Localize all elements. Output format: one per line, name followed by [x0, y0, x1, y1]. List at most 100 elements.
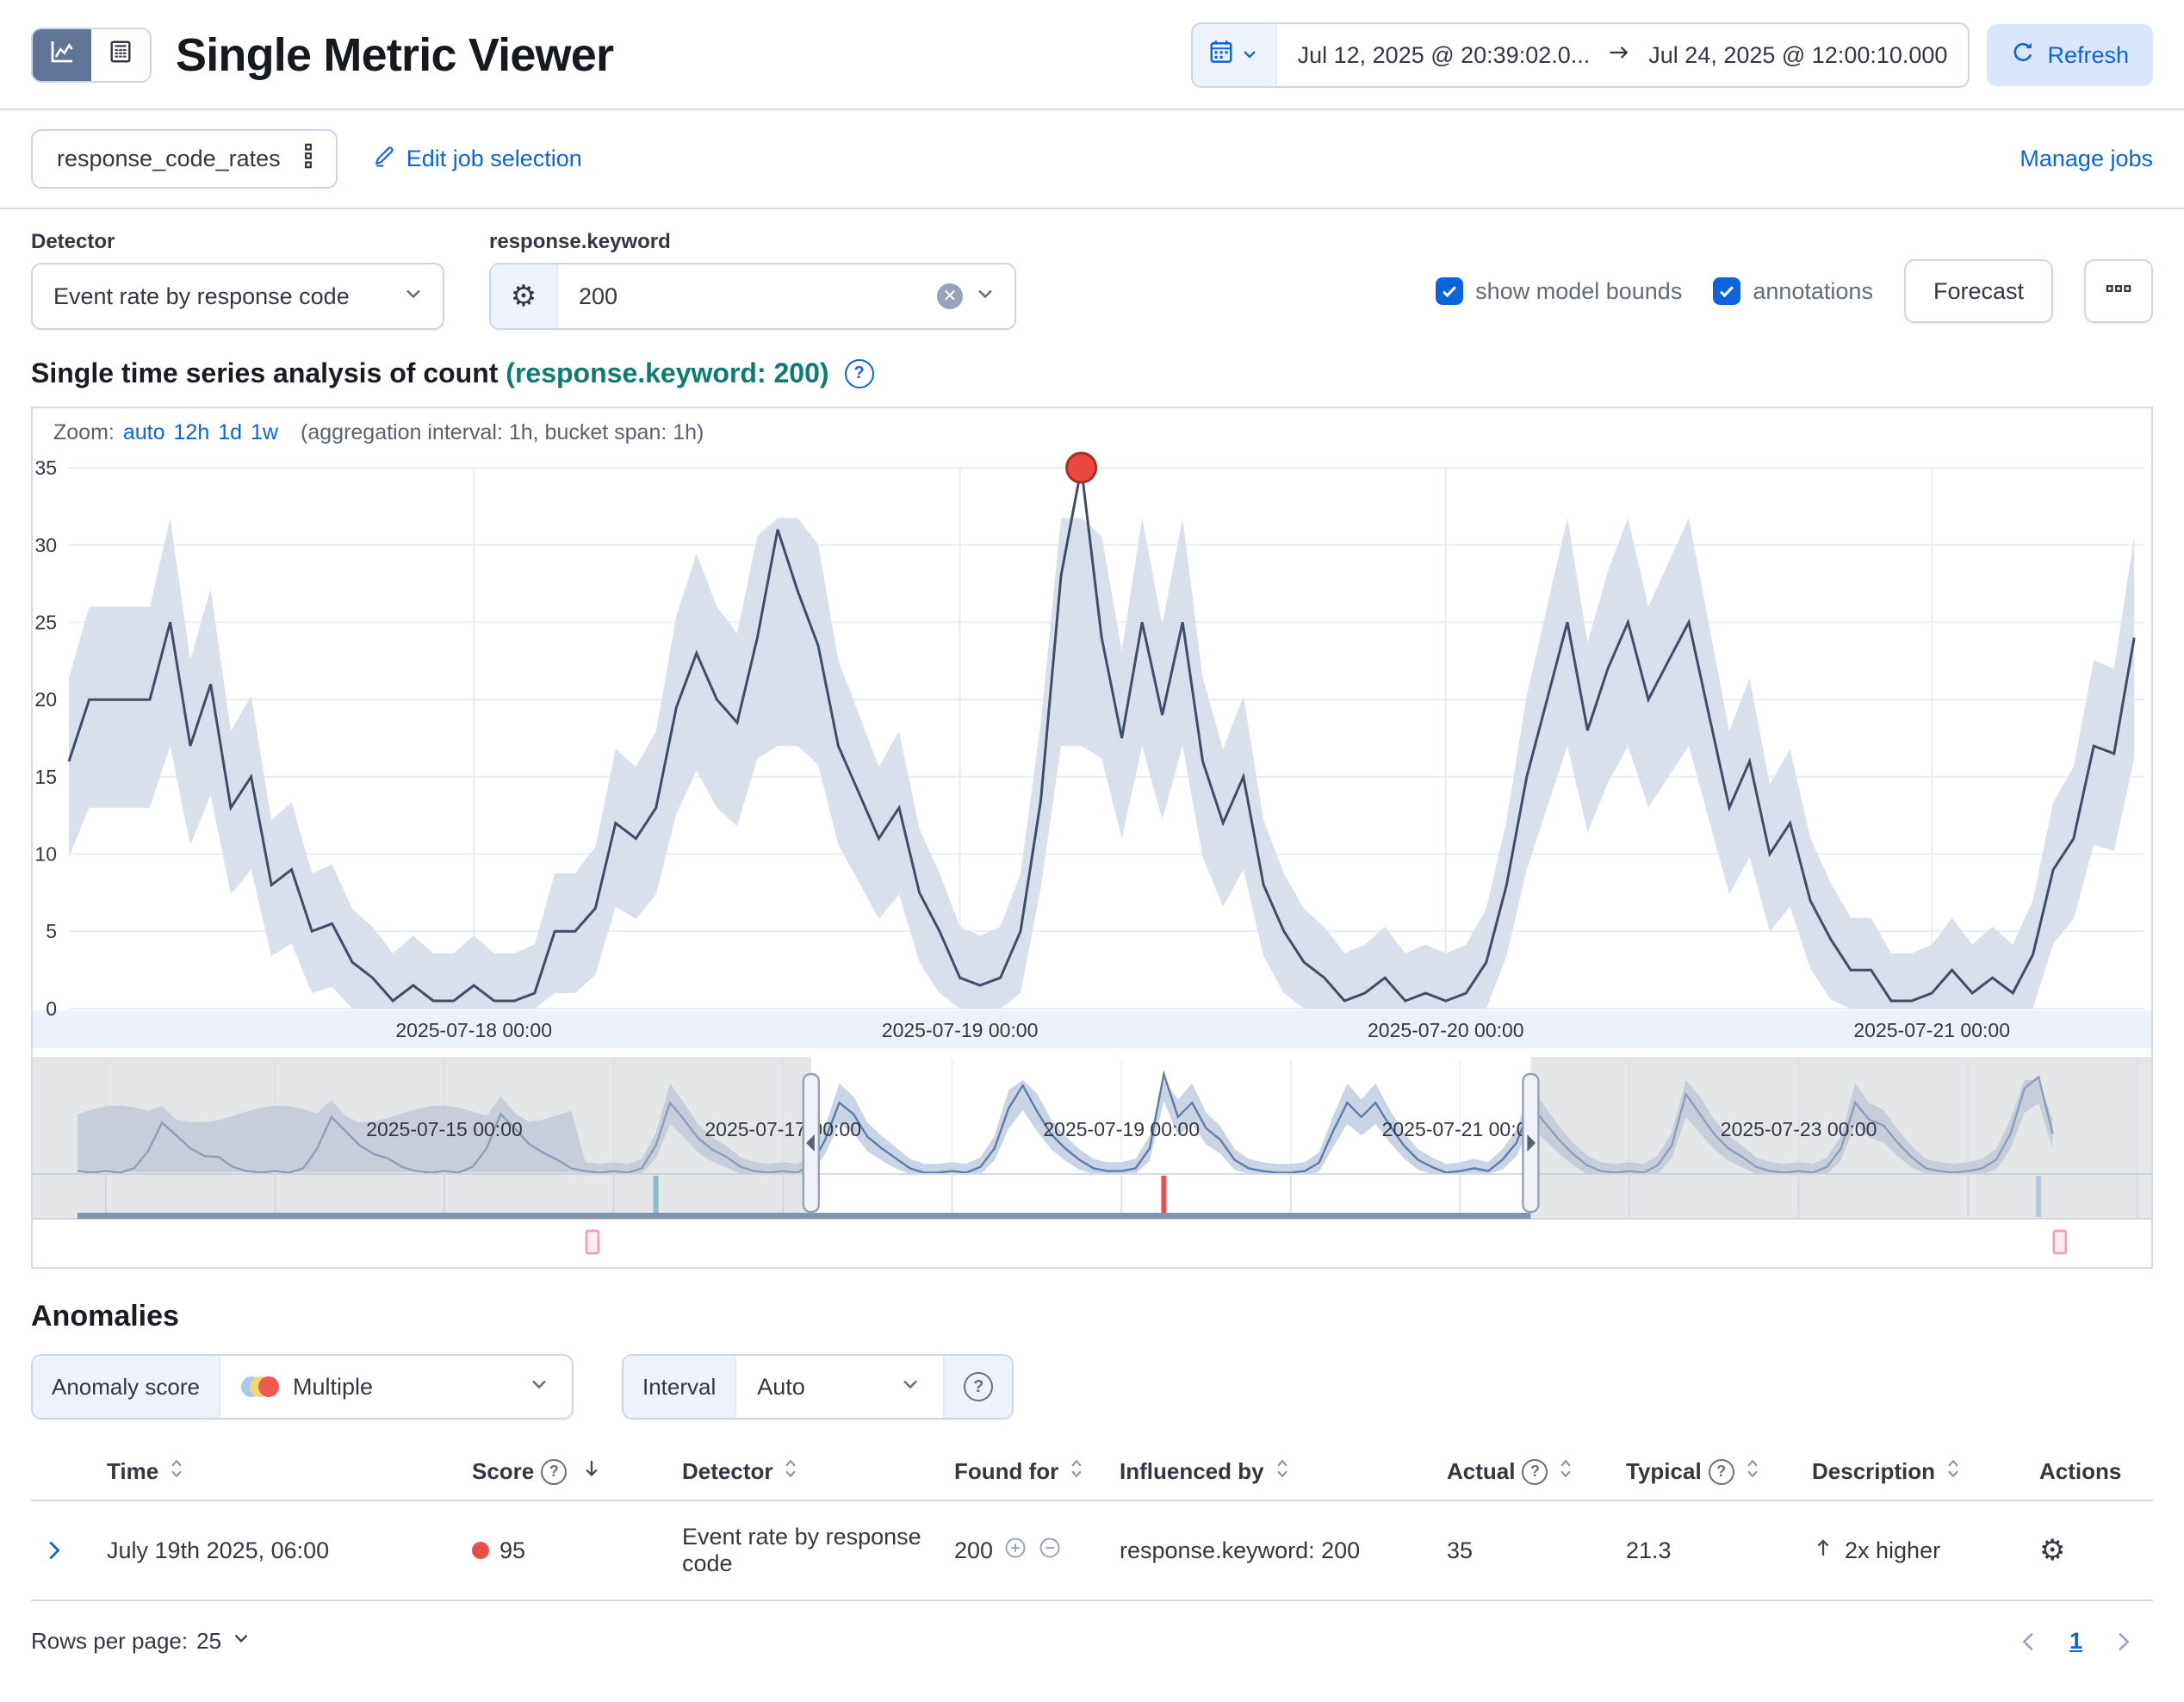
row-actions-gear-icon[interactable]: ⚙ — [2039, 1533, 2066, 1568]
interval-help[interactable]: ? — [943, 1356, 1013, 1418]
cell-influenced-by: response.keyword: 200 — [1120, 1537, 1361, 1563]
view-toggle-group — [31, 28, 152, 83]
previous-page-button[interactable] — [2016, 1629, 2042, 1655]
filter-out-icon[interactable] — [1038, 1536, 1062, 1566]
detector-select[interactable]: Event rate by response code — [31, 263, 444, 330]
date-range-picker[interactable]: Jul 12, 2025 @ 20:39:02.0... Jul 24, 202… — [1190, 22, 1970, 88]
svg-text:35: 35 — [34, 457, 57, 479]
svg-text:15: 15 — [34, 766, 57, 788]
date-range-start[interactable]: Jul 12, 2025 @ 20:39:02.0... — [1297, 41, 1591, 68]
col-actions: Actions — [2039, 1458, 2122, 1484]
zoom-controls: Zoom: auto 12h 1d 1w (aggregation interv… — [33, 408, 2151, 450]
table-row: July 19th 2025, 06:00 95 Event rate by r… — [31, 1501, 2153, 1601]
expand-row-button[interactable] — [31, 1537, 107, 1563]
page-number[interactable]: 1 — [2069, 1628, 2082, 1654]
sort-icon — [1942, 1457, 1964, 1486]
svg-text:2025-07-21 00:00: 2025-07-21 00:00 — [1382, 1118, 1539, 1140]
col-found-for[interactable]: Found for — [954, 1457, 1120, 1486]
anomaly-score-filter: Anomaly score Multiple — [31, 1354, 574, 1419]
chart-view-toggle-button[interactable] — [33, 29, 91, 81]
chevron-down-icon — [973, 281, 997, 313]
chevron-down-icon — [401, 282, 425, 312]
entity-field-label: response.keyword — [489, 230, 671, 253]
svg-text:2025-07-18 00:00: 2025-07-18 00:00 — [395, 1019, 552, 1041]
date-picker-quick-menu[interactable] — [1192, 24, 1277, 86]
zoom-link-1d[interactable]: 1d — [218, 420, 243, 444]
anomalies-filters: Anomaly score Multiple Interval Auto ? — [0, 1354, 2184, 1419]
chevron-down-icon — [527, 1372, 551, 1402]
header-divider — [0, 109, 2184, 110]
rows-per-page-selector[interactable]: Rows per page: 25 — [31, 1627, 252, 1655]
entity-config-button[interactable]: ⚙ — [491, 264, 558, 328]
more-actions-button[interactable] — [2084, 259, 2153, 323]
top-bar: Single Metric Viewer Jul 12, 2025 @ 20:3… — [0, 0, 2184, 109]
entity-value-combobox[interactable]: ⚙ 200 ✕ — [489, 263, 1016, 330]
col-description[interactable]: Description — [1812, 1457, 2039, 1486]
svg-text:25: 25 — [34, 611, 57, 633]
severity-select[interactable]: Multiple — [220, 1356, 572, 1418]
refresh-icon — [2011, 40, 2035, 71]
aggregation-note: (aggregation interval: 1h, bucket span: … — [301, 420, 704, 444]
show-model-bounds-checkbox[interactable]: show model bounds — [1436, 277, 1682, 305]
cell-actual: 35 — [1447, 1537, 1474, 1563]
col-time[interactable]: Time — [107, 1457, 472, 1486]
filter-for-icon[interactable] — [1003, 1536, 1027, 1566]
calendar-icon — [1208, 39, 1234, 71]
zoom-link-auto[interactable]: auto — [122, 420, 165, 444]
zoom-link-12h[interactable]: 12h — [173, 420, 210, 444]
cell-description: 2x higher — [1812, 1537, 2039, 1565]
svg-text:2025-07-19 00:00: 2025-07-19 00:00 — [1043, 1118, 1200, 1140]
cell-typical: 21.3 — [1626, 1537, 1672, 1563]
entity-value[interactable]: 200 — [579, 283, 618, 309]
context-chart-with-brush[interactable]: 2025-07-15 00:00 2025-07-17 00:00 2025-07-… — [33, 1057, 2151, 1267]
cell-detector: Event rate by response code — [682, 1524, 921, 1576]
anomalies-table-header: Time Score ? Detector Found for Influenc… — [31, 1447, 2153, 1501]
col-influenced-by[interactable]: Influenced by — [1120, 1457, 1447, 1486]
gear-icon: ⚙ — [510, 279, 537, 314]
selected-job-chip[interactable]: response_code_rates — [31, 129, 338, 189]
zoom-link-1w[interactable]: 1w — [251, 420, 279, 444]
refresh-button[interactable]: Refresh — [1987, 24, 2153, 86]
sort-desc-icon — [580, 1457, 603, 1486]
sort-icon — [1271, 1457, 1294, 1486]
edit-job-selection-link[interactable]: Edit job selection — [372, 144, 582, 174]
manage-jobs-label: Manage jobs — [2020, 146, 2153, 171]
svg-text:2025-07-19 00:00: 2025-07-19 00:00 — [882, 1019, 1039, 1041]
next-page-button[interactable] — [2110, 1629, 2136, 1655]
help-icon: ? — [1522, 1458, 1548, 1485]
chevron-down-icon — [1239, 40, 1260, 71]
kebab-menu-icon[interactable] — [298, 143, 319, 175]
sort-icon — [1741, 1457, 1764, 1486]
annotations-checkbox[interactable]: annotations — [1713, 277, 1873, 305]
manage-jobs-link[interactable]: Manage jobs — [2020, 146, 2153, 172]
pagination: 1 — [2016, 1628, 2153, 1655]
zoom-label: Zoom: — [53, 420, 115, 444]
svg-text:5: 5 — [46, 920, 57, 942]
anomalies-heading: Anomalies — [31, 1300, 179, 1332]
clear-selection-icon[interactable]: ✕ — [937, 283, 963, 309]
sort-icon — [779, 1457, 802, 1486]
line-chart-icon — [48, 38, 76, 72]
anomaly-score-label: Anomaly score — [33, 1356, 220, 1418]
date-range-end[interactable]: Jul 24, 2025 @ 12:00:10.000 — [1648, 41, 1948, 68]
svg-text:2025-07-20 00:00: 2025-07-20 00:00 — [1368, 1019, 1524, 1041]
checkbox-checked-icon — [1713, 277, 1741, 305]
interval-select[interactable]: Auto — [736, 1356, 943, 1418]
job-selection-bar: response_code_rates Edit job selection M… — [0, 110, 2184, 208]
chevron-down-icon — [230, 1627, 252, 1655]
col-score[interactable]: Score ? — [472, 1457, 682, 1486]
focus-chart[interactable]: 2025-07-18 00:00 2025-07-19 00:00 2025-07-… — [33, 450, 2151, 1052]
col-actual[interactable]: Actual ? — [1447, 1457, 1626, 1486]
forecast-button[interactable]: Forecast — [1903, 259, 2053, 323]
col-detector[interactable]: Detector — [682, 1457, 954, 1486]
interval-value: Auto — [757, 1373, 805, 1400]
table-view-toggle-button[interactable] — [91, 29, 150, 81]
sort-icon — [165, 1457, 188, 1486]
job-name: response_code_rates — [57, 146, 281, 171]
col-typical[interactable]: Typical ? — [1626, 1457, 1812, 1486]
boxes-horizontal-icon — [2106, 276, 2131, 307]
help-icon: ? — [1708, 1458, 1734, 1485]
detector-label: Detector — [31, 230, 115, 253]
arrow-right-icon — [1607, 40, 1631, 71]
help-icon[interactable]: ? — [844, 358, 874, 388]
